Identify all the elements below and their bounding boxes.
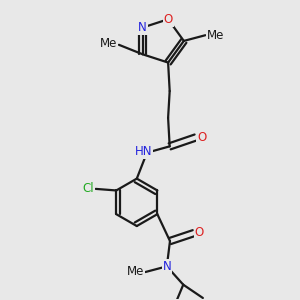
Text: O: O: [195, 226, 204, 239]
Text: Me: Me: [100, 37, 118, 50]
Text: Me: Me: [127, 265, 145, 278]
Text: N: N: [138, 21, 147, 34]
Text: N: N: [162, 260, 171, 273]
Text: O: O: [197, 131, 207, 144]
Text: Cl: Cl: [82, 182, 94, 195]
Text: Me: Me: [207, 29, 224, 42]
Text: HN: HN: [135, 145, 152, 158]
Text: O: O: [164, 13, 173, 26]
